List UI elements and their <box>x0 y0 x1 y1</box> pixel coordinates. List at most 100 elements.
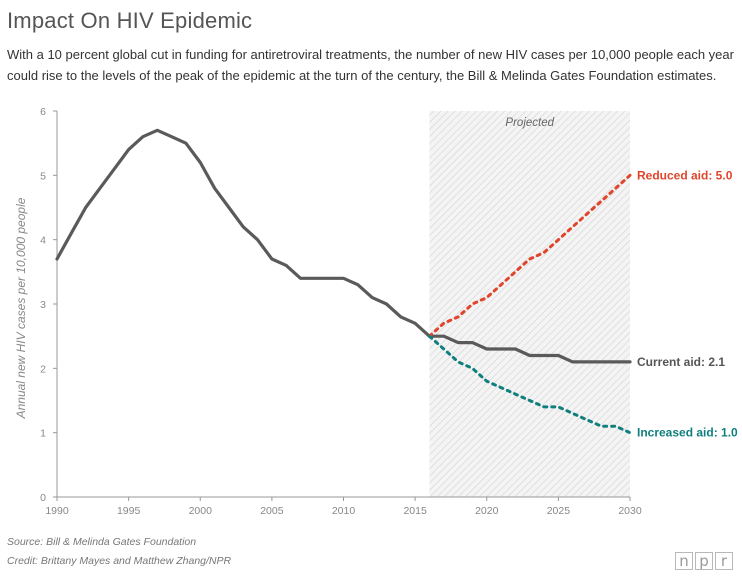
data-point-increased-2018 <box>456 360 460 364</box>
data-point-current-2018 <box>456 340 460 344</box>
data-point-historical-2003 <box>241 225 245 229</box>
data-point-increased-2025 <box>556 405 560 409</box>
data-point-increased-2030 <box>628 430 632 434</box>
data-point-current-2021 <box>499 347 503 351</box>
data-point-current-2024 <box>542 353 546 357</box>
chart-title: Impact On HIV Epidemic <box>7 8 253 33</box>
data-point-current-2023 <box>528 353 532 357</box>
data-point-historical-2009 <box>327 276 331 280</box>
data-point-increased-2023 <box>528 398 532 402</box>
x-tick-label-2010: 2010 <box>332 505 356 517</box>
data-point-current-2027 <box>585 360 589 364</box>
series-label-increased: Increased aid: 1.0 <box>637 426 738 440</box>
npr-logo-letter-r: r <box>715 552 733 570</box>
data-point-reduced-2022 <box>513 270 517 274</box>
data-point-increased-2016 <box>427 334 431 338</box>
data-point-reduced-2020 <box>485 295 489 299</box>
data-point-increased-2028 <box>599 424 603 428</box>
data-point-increased-2029 <box>613 424 617 428</box>
series-label-reduced: Reduced aid: 5.0 <box>637 168 733 182</box>
data-point-historical-2002 <box>227 205 231 209</box>
data-point-reduced-2021 <box>499 283 503 287</box>
data-point-reduced-2019 <box>470 302 474 306</box>
credit-note: Credit: Brittany Mayes and Matthew Zhang… <box>7 555 232 567</box>
data-point-reduced-2023 <box>528 257 532 261</box>
data-point-historical-1993 <box>98 186 102 190</box>
y-tick-label-0: 0 <box>40 492 46 504</box>
data-point-historical-1999 <box>184 141 188 145</box>
x-tick-label-2000: 2000 <box>189 505 213 517</box>
projected-label: Projected <box>505 117 554 129</box>
data-point-current-2028 <box>599 360 603 364</box>
data-point-reduced-2028 <box>599 199 603 203</box>
y-tick-label-1: 1 <box>40 428 46 440</box>
data-point-current-2026 <box>571 360 575 364</box>
source-note: Source: Bill & Melinda Gates Foundation <box>7 536 197 548</box>
data-point-historical-2004 <box>255 237 259 241</box>
data-point-reduced-2024 <box>542 250 546 254</box>
data-point-current-2025 <box>556 353 560 357</box>
data-point-historical-2001 <box>212 186 216 190</box>
series-line-reduced <box>427 173 632 338</box>
data-point-current-2022 <box>513 347 517 351</box>
data-point-historical-2000 <box>198 160 202 164</box>
data-point-historical-2011 <box>356 283 360 287</box>
data-point-reduced-2026 <box>571 225 575 229</box>
x-tick-label-1990: 1990 <box>45 505 69 517</box>
data-point-reduced-2027 <box>585 212 589 216</box>
data-point-historical-2006 <box>284 263 288 267</box>
data-point-historical-2010 <box>341 276 345 280</box>
npr-logo-letter-n: n <box>675 552 693 570</box>
chart-subtitle: With a 10 percent global cut in funding … <box>7 47 734 83</box>
data-point-historical-1995 <box>126 147 130 151</box>
data-point-reduced-2029 <box>613 186 617 190</box>
npr-logo-letter-p: p <box>695 552 713 570</box>
data-point-historical-1997 <box>155 128 159 132</box>
data-point-increased-2026 <box>571 411 575 415</box>
x-tick-label-2005: 2005 <box>260 505 284 517</box>
y-axis-title: Annual new HIV cases per 10,000 people <box>14 197 28 419</box>
data-point-current-2030 <box>628 360 632 364</box>
data-point-increased-2020 <box>485 379 489 383</box>
data-point-increased-2027 <box>585 418 589 422</box>
data-point-historical-2013 <box>384 302 388 306</box>
data-point-reduced-2025 <box>556 237 560 241</box>
x-tick-label-2015: 2015 <box>403 505 427 517</box>
data-point-historical-1991 <box>69 231 73 235</box>
y-tick-label-4: 4 <box>40 235 46 247</box>
data-point-increased-2021 <box>499 385 503 389</box>
y-tick-label-3: 3 <box>40 299 46 311</box>
series-line-current <box>427 334 632 364</box>
data-point-increased-2022 <box>513 392 517 396</box>
x-tick-label-1995: 1995 <box>117 505 141 517</box>
data-point-historical-1994 <box>112 167 116 171</box>
x-tick-label-2020: 2020 <box>475 505 499 517</box>
hiv-line-chart: Projected 0 1 2 3 4 5 6 1990 1995 2000 2005 2010 201… <box>14 106 738 517</box>
data-point-historical-1992 <box>83 205 87 209</box>
data-point-current-2020 <box>485 347 489 351</box>
npr-logo[interactable]: n p r <box>675 552 733 570</box>
y-tick-label-6: 6 <box>40 106 46 118</box>
x-tick-label-2025: 2025 <box>547 505 571 517</box>
data-point-current-2029 <box>613 360 617 364</box>
data-point-historical-1996 <box>141 135 145 139</box>
data-point-historical-2008 <box>313 276 317 280</box>
data-point-current-2017 <box>442 334 446 338</box>
y-tick-label-5: 5 <box>40 170 46 182</box>
data-point-increased-2024 <box>542 405 546 409</box>
data-point-historical-2012 <box>370 295 374 299</box>
data-point-historical-2015 <box>413 321 417 325</box>
projected-region <box>429 111 630 497</box>
data-point-increased-2017 <box>442 347 446 351</box>
x-tick-label-2030: 2030 <box>618 505 642 517</box>
data-point-reduced-2018 <box>456 315 460 319</box>
data-point-historical-1998 <box>169 135 173 139</box>
data-point-historical-1990 <box>55 257 59 261</box>
data-point-historical-2007 <box>298 276 302 280</box>
series-label-current: Current aid: 2.1 <box>637 355 725 369</box>
data-point-reduced-2030 <box>628 173 632 177</box>
series-line-historical <box>55 128 431 338</box>
data-point-current-2019 <box>470 340 474 344</box>
data-point-reduced-2017 <box>442 321 446 325</box>
data-point-increased-2019 <box>470 366 474 370</box>
